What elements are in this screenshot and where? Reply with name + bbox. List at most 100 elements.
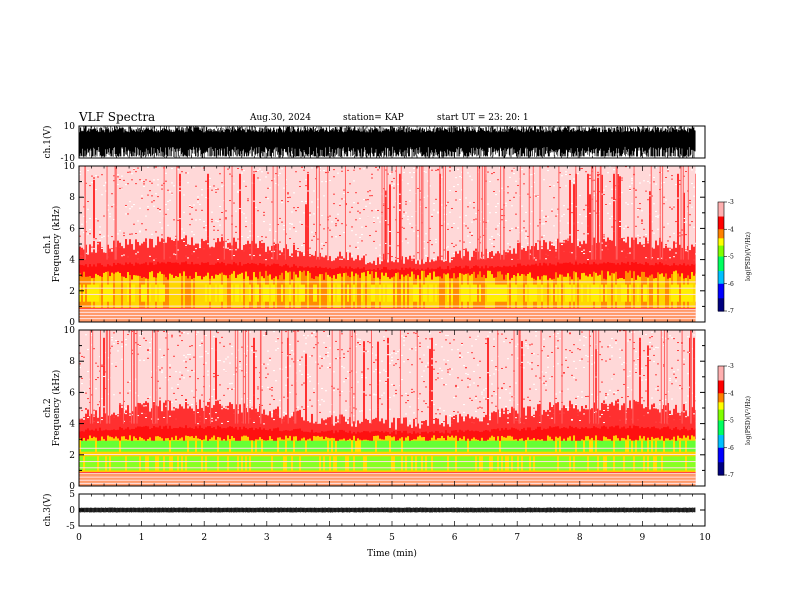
spectrogram-speckle [175, 245, 177, 247]
spectrogram-speckle [269, 223, 271, 225]
colorbar-segment [718, 258, 724, 261]
spectrogram-speckle [201, 209, 203, 211]
spectrogram-speckle [493, 246, 495, 248]
spectrogram-speckle [407, 242, 409, 244]
spectrogram-cell [595, 284, 597, 302]
spectrogram-speckle [273, 331, 275, 333]
spectrogram-cell [399, 438, 401, 472]
spectrogram-speckle [453, 246, 455, 248]
spectrogram-cell [137, 456, 139, 471]
spectrogram-speckle [267, 363, 269, 365]
spectrogram-cell [437, 438, 439, 472]
colorbar-segment [718, 256, 724, 259]
spectrogram-cell [233, 440, 235, 452]
colorbar-segment [718, 278, 724, 281]
spectrogram-cell [465, 166, 467, 322]
spectrogram-cell [95, 284, 97, 302]
spectrogram-speckle [339, 203, 341, 205]
spectrogram-speckle [621, 250, 623, 252]
spectrogram-speckle [551, 208, 553, 210]
spectrogram-speckle [267, 386, 269, 388]
spectrogram-speckle [215, 349, 217, 351]
spectrogram-speckle [241, 172, 243, 174]
spectrogram-cell [459, 330, 461, 486]
spectrogram-speckle [429, 389, 431, 391]
spectrogram-speckle [403, 211, 405, 213]
spectrogram-cell [131, 440, 133, 452]
spectrogram-cell [243, 166, 245, 322]
spectrogram-speckle [365, 205, 367, 207]
spectrogram-speckle [375, 230, 377, 232]
spectrogram-speckle [109, 250, 111, 252]
impulse-streak [462, 166, 464, 260]
spectrogram-cell [679, 276, 681, 308]
spectrogram-speckle [247, 345, 249, 347]
spectrogram-speckle [289, 223, 291, 225]
spectrogram-speckle [221, 336, 223, 338]
spectrogram-speckle [311, 231, 313, 233]
spectrogram-speckle [665, 243, 667, 245]
spectrogram-speckle [609, 218, 611, 220]
spectrogram-cell [305, 275, 307, 308]
spectrogram-speckle [505, 220, 507, 222]
spectrogram-speckle [639, 203, 641, 205]
spectrogram-cell [283, 279, 285, 308]
spectrogram-speckle [627, 203, 629, 205]
no-data-area [695, 166, 705, 322]
spectrogram-speckle [279, 217, 281, 219]
interference-line [79, 305, 696, 307]
spectrogram-cell [409, 276, 411, 308]
spectrogram-speckle [497, 225, 499, 227]
spectrogram-speckle [573, 222, 575, 224]
spectrogram-speckle [613, 169, 615, 171]
spectrogram-cell [425, 284, 427, 302]
spectrogram-cell [441, 435, 443, 472]
spectrogram-cell [501, 330, 503, 486]
spectrogram-speckle [243, 250, 245, 252]
spectrogram-cell [339, 440, 341, 452]
spectrogram-cell [137, 440, 139, 452]
spectrogram-cell [255, 439, 257, 472]
spectrogram-speckle [563, 250, 565, 252]
spectrogram-cell [463, 166, 465, 322]
spectrogram-speckle [439, 407, 441, 409]
spectrogram-speckle [309, 355, 311, 357]
spectrogram-speckle [359, 217, 361, 219]
spectrogram-speckle [227, 240, 229, 242]
spectrogram-speckle [475, 250, 477, 252]
spectrogram-speckle [241, 346, 243, 348]
spectrogram-speckle [153, 205, 155, 207]
spectrogram-cell [387, 435, 389, 472]
spectrogram-cell [483, 166, 485, 322]
spectrogram-cell [107, 440, 109, 452]
spectrogram-speckle [237, 190, 239, 192]
spectrogram-cell [307, 173, 309, 319]
spectrogram-speckle [263, 259, 265, 261]
spectrogram-speckle [517, 404, 519, 406]
spectrogram-cell [347, 439, 349, 472]
spectrogram-speckle [313, 223, 315, 225]
spectrogram-speckle [313, 332, 315, 334]
spectrogram-cell [133, 284, 135, 302]
spectrogram-cell [299, 440, 301, 472]
spectrogram-speckle [491, 257, 493, 259]
spectrogram-speckle [105, 190, 107, 192]
spectrogram-cell [183, 330, 185, 486]
spectrogram-speckle [407, 394, 409, 396]
spectrogram-speckle [385, 330, 387, 332]
spectrogram-speckle [297, 251, 299, 253]
spectrogram-speckle [487, 171, 489, 173]
spectrogram-cell [167, 456, 169, 471]
spectrogram-speckle [495, 369, 497, 371]
spectrogram-speckle [291, 349, 293, 351]
spectrogram-speckle [515, 180, 517, 182]
spectrogram-cell [459, 273, 461, 308]
spectrogram-speckle [365, 377, 367, 379]
spectrogram-speckle [475, 410, 477, 412]
spectrogram-speckle [79, 255, 81, 257]
spectrogram-speckle [143, 181, 145, 183]
spectrogram-speckle [597, 176, 599, 178]
spectrogram-cell [221, 456, 223, 471]
spectrogram-cell [269, 166, 271, 322]
spectrogram-cell [207, 272, 209, 308]
